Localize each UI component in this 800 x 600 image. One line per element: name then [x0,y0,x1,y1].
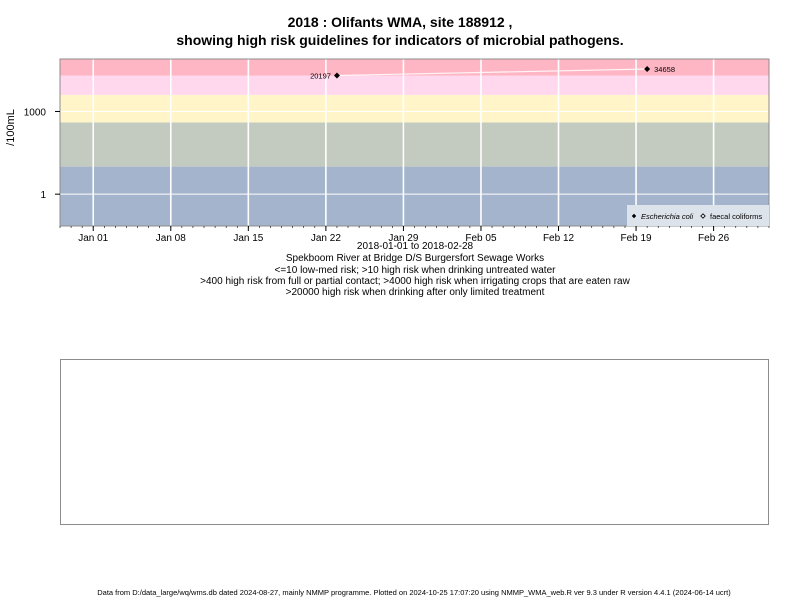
note-treatment-risk: >20000 high risk when drinking after onl… [285,287,545,298]
x-tick-label-5: Feb 05 [465,233,497,244]
note-contact-risk: >400 high risk from full or partial cont… [200,276,630,287]
x-tick-label-6: Feb 12 [543,233,575,244]
series-line-e-coli [336,68,648,77]
legend-marker-e-coli [631,213,637,219]
risk-band-2 [60,94,769,123]
risk-chart: Jan 01 Jan 08 Jan 15 Jan 22 Jan 29 Feb 05 Feb … [5,58,770,244]
data-point-e-coli-1 [644,66,651,73]
legend-box [627,205,769,226]
data-label-e-coli-1: 34658 [654,65,675,74]
x-tick-label-7: Feb 19 [620,233,652,244]
footer-note: Data from D:/data_large/wq/wms.db dated … [97,588,731,597]
risk-band-3 [60,75,769,95]
y-tick-label-0: 1 [40,190,46,201]
x-tick-label-8: Feb 26 [698,233,730,244]
note-low-risk: <=10 low-med risk; >10 high risk when dr… [274,265,556,276]
data-label-e-coli-0: 20197 [310,71,331,80]
x-tick-label-0: Jan 01 [78,233,108,244]
data-point-e-coli-0 [333,72,340,79]
legend-marker-faecal-coliforms [700,213,706,219]
chart-title-line-2: showing high risk guidelines for indicat… [176,32,624,48]
y-axis-label: /100mL [5,109,17,146]
x-tick-label-3: Jan 22 [311,233,341,244]
chart-title-line-1: 2018 : Olifants WMA, site 188912 , [287,14,513,30]
risk-band-4 [60,59,769,76]
empty-plot-panel [60,359,769,525]
x-tick-label-4: Jan 29 [388,233,418,244]
legend-label-faecal-coliforms: faecal coliforms [710,212,762,221]
x-axis-caption: 2018-01-01 to 2018-02-28 [356,241,474,252]
legend-label-e-coli: Escherichia coli [641,212,693,221]
x-tick-label-2: Jan 15 [233,233,263,244]
note-site: Spekboom River at Bridge D/S Burgersfort… [285,253,545,264]
risk-band-1 [60,122,769,167]
x-tick-label-1: Jan 08 [156,233,186,244]
y-tick-label-1: 1000 [24,107,47,118]
